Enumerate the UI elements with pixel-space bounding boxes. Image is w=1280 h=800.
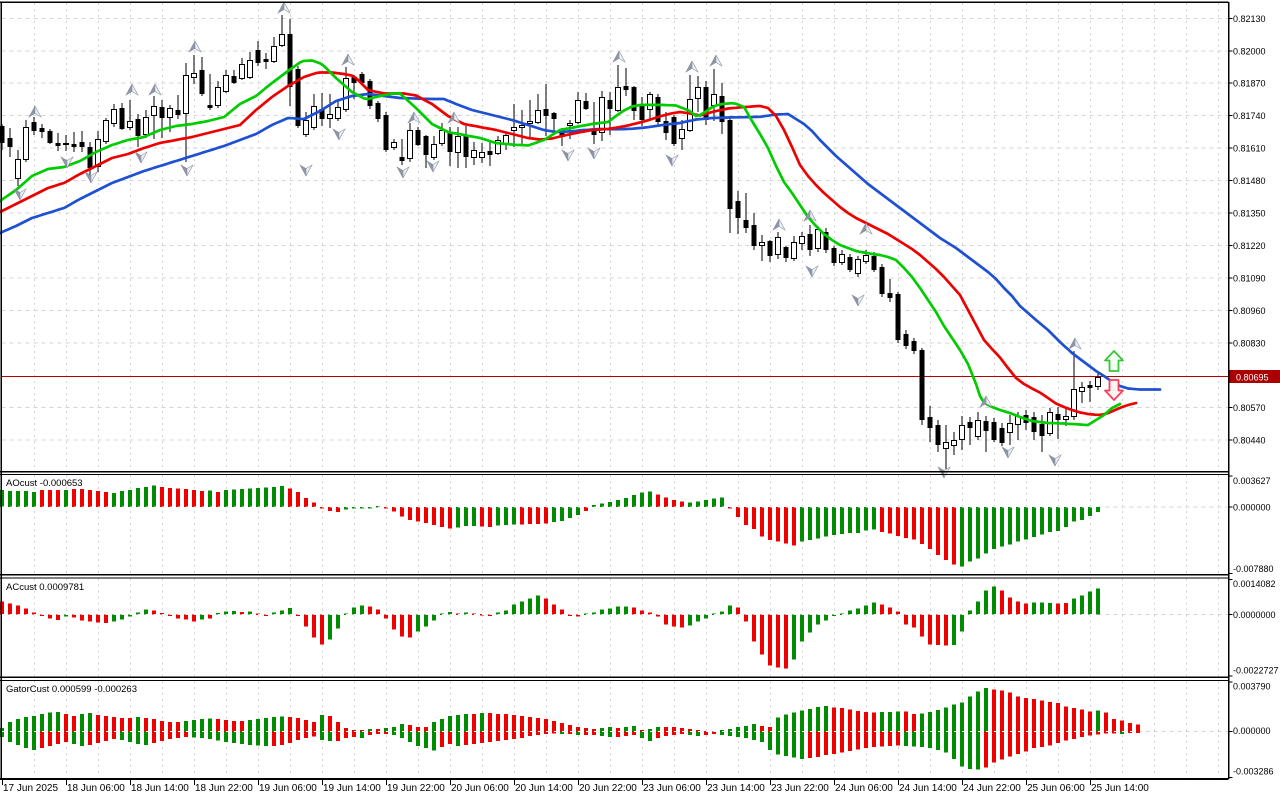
svg-text:GatorCust 0.000599 -0.000263: GatorCust 0.000599 -0.000263 (6, 684, 137, 695)
svg-text:0.80440: 0.80440 (1233, 436, 1266, 446)
svg-text:0.81350: 0.81350 (1233, 209, 1266, 219)
svg-text:24 Jun 14:00: 24 Jun 14:00 (899, 783, 957, 794)
svg-text:0.003790: 0.003790 (1233, 682, 1271, 692)
svg-text:0.80570: 0.80570 (1233, 403, 1266, 413)
svg-text:19 Jun 06:00: 19 Jun 06:00 (259, 783, 317, 794)
svg-text:0.0014082: 0.0014082 (1233, 579, 1276, 589)
svg-text:19 Jun 14:00: 19 Jun 14:00 (323, 783, 381, 794)
svg-text:25 Jun 06:00: 25 Jun 06:00 (1027, 783, 1085, 794)
svg-text:20 Jun 22:00: 20 Jun 22:00 (579, 783, 637, 794)
svg-text:ACcust 0.0009781: ACcust 0.0009781 (6, 582, 84, 593)
svg-text:0.82130: 0.82130 (1233, 14, 1266, 24)
svg-text:0.000000: 0.000000 (1233, 503, 1271, 513)
svg-text:18 Jun 14:00: 18 Jun 14:00 (131, 783, 189, 794)
svg-text:-0.007880: -0.007880 (1233, 564, 1274, 574)
svg-text:0.80960: 0.80960 (1233, 306, 1266, 316)
svg-text:0.82000: 0.82000 (1233, 46, 1266, 56)
svg-text:24 Jun 22:00: 24 Jun 22:00 (963, 783, 1021, 794)
svg-text:0.81480: 0.81480 (1233, 176, 1266, 186)
svg-text:18 Jun 06:00: 18 Jun 06:00 (67, 783, 125, 794)
svg-text:20 Jun 14:00: 20 Jun 14:00 (515, 783, 573, 794)
svg-text:17 Jun 2025: 17 Jun 2025 (3, 783, 58, 794)
svg-text:0.000000: 0.000000 (1233, 726, 1271, 736)
svg-text:0.003627: 0.003627 (1233, 476, 1271, 486)
svg-text:0.81220: 0.81220 (1233, 241, 1266, 251)
svg-text:20 Jun 06:00: 20 Jun 06:00 (451, 783, 509, 794)
svg-text:19 Jun 22:00: 19 Jun 22:00 (387, 783, 445, 794)
svg-text:25 Jun 14:00: 25 Jun 14:00 (1091, 783, 1149, 794)
svg-text:-0.0022727: -0.0022727 (1233, 666, 1279, 676)
svg-text:23 Jun 22:00: 23 Jun 22:00 (771, 783, 829, 794)
svg-text:AOcust -0.000653: AOcust -0.000653 (6, 478, 83, 489)
svg-text:0.80695: 0.80695 (1236, 373, 1269, 383)
svg-text:0.81740: 0.81740 (1233, 111, 1266, 121)
svg-text:23 Jun 06:00: 23 Jun 06:00 (643, 783, 701, 794)
svg-text:0.80830: 0.80830 (1233, 338, 1266, 348)
svg-text:18 Jun 22:00: 18 Jun 22:00 (195, 783, 253, 794)
svg-text:0.81090: 0.81090 (1233, 273, 1266, 283)
svg-text:0.81610: 0.81610 (1233, 144, 1266, 154)
svg-text:0.81870: 0.81870 (1233, 79, 1266, 89)
svg-text:0.0000000: 0.0000000 (1233, 610, 1276, 620)
svg-text:24 Jun 06:00: 24 Jun 06:00 (835, 783, 893, 794)
svg-text:-0.003286: -0.003286 (1233, 767, 1274, 777)
svg-text:23 Jun 14:00: 23 Jun 14:00 (707, 783, 765, 794)
